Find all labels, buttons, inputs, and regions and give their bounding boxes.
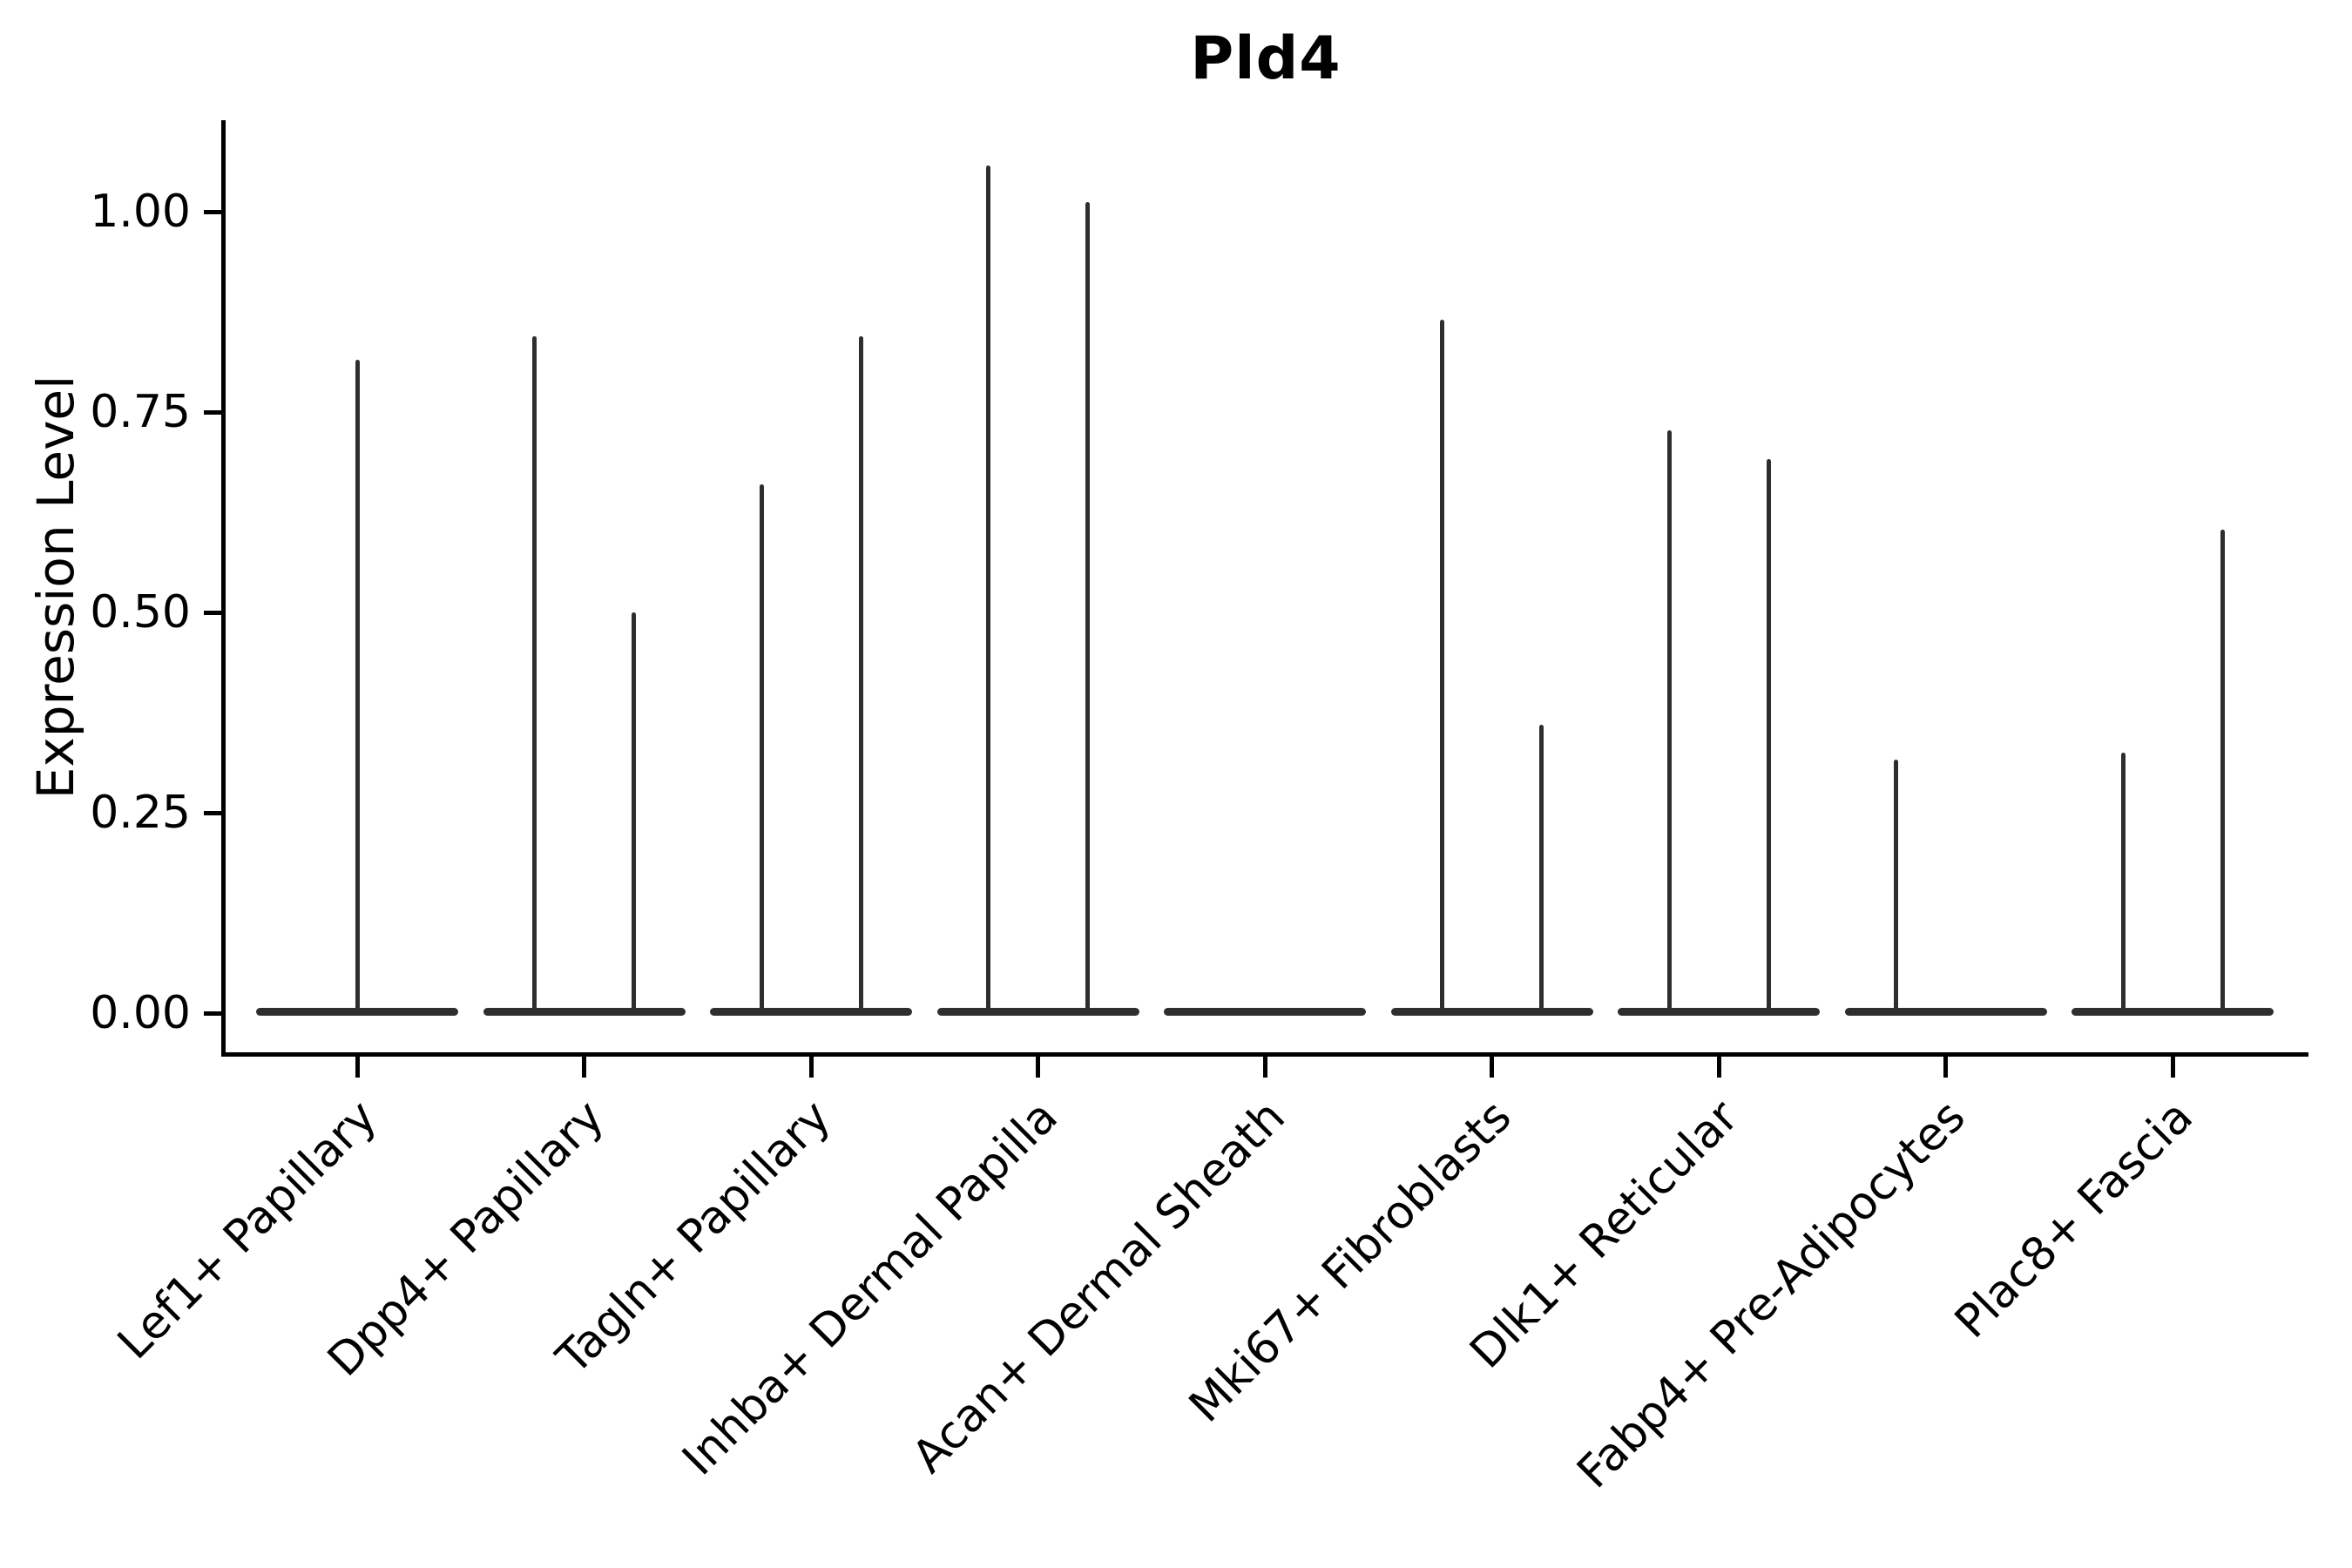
- y-axis-spine: [221, 120, 226, 1057]
- violin-spike: [2120, 753, 2126, 1015]
- violin-baseline: [1844, 1007, 2047, 1016]
- violin-spike: [2220, 530, 2225, 1015]
- violin-spike: [759, 483, 764, 1015]
- x-tick: [582, 1057, 586, 1078]
- plot-title: Pld4: [1190, 24, 1342, 93]
- violin-baseline: [710, 1007, 912, 1016]
- violin-spike: [632, 612, 636, 1015]
- y-tick: [204, 1010, 223, 1016]
- x-tick: [2170, 1057, 2175, 1078]
- x-axis-label: Plac8+ Fascia: [1944, 1091, 2203, 1348]
- x-axis-label: Acan+ Dermal Sheath: [902, 1091, 1295, 1484]
- violin-spike: [986, 165, 990, 1015]
- y-tick: [204, 610, 223, 615]
- x-tick: [808, 1057, 814, 1078]
- violin-baseline: [2072, 1007, 2274, 1016]
- x-axis-label: Inhba+ Dermal Papilla: [672, 1091, 1068, 1486]
- violin-spike: [1894, 760, 1898, 1015]
- x-tick: [1036, 1057, 1040, 1078]
- violin-spike: [355, 360, 360, 1015]
- violin-spike: [858, 335, 863, 1015]
- x-tick: [1716, 1057, 1721, 1078]
- violin-spike: [532, 335, 537, 1015]
- y-tick-label: 0.50: [90, 586, 191, 639]
- y-tick-label: 1.00: [90, 186, 191, 238]
- violin-spike: [1440, 320, 1444, 1015]
- y-tick-label: 0.25: [90, 787, 191, 839]
- violin-spike: [1085, 201, 1090, 1015]
- x-tick: [1490, 1057, 1494, 1078]
- violin-spike: [1766, 459, 1771, 1015]
- x-axis-spine: [221, 1052, 2308, 1057]
- violin-baseline: [936, 1007, 1139, 1016]
- violin-baseline: [483, 1007, 686, 1016]
- violin-spike: [1539, 724, 1544, 1015]
- y-tick: [204, 209, 223, 214]
- violin-baseline: [1390, 1007, 1593, 1016]
- x-tick: [1943, 1057, 1948, 1078]
- violin-baseline: [1164, 1007, 1366, 1016]
- x-tick: [355, 1057, 360, 1078]
- violin-spike: [1666, 430, 1672, 1015]
- y-tick: [204, 409, 223, 415]
- x-tick: [1262, 1057, 1267, 1078]
- x-axis-label: Fabp4+ Pre-Adipocytes: [1567, 1091, 1976, 1499]
- y-tick-label: 0.75: [90, 386, 191, 438]
- y-tick: [204, 810, 223, 815]
- y-tick-label: 0.00: [90, 987, 191, 1039]
- violin-baseline: [1618, 1007, 1820, 1016]
